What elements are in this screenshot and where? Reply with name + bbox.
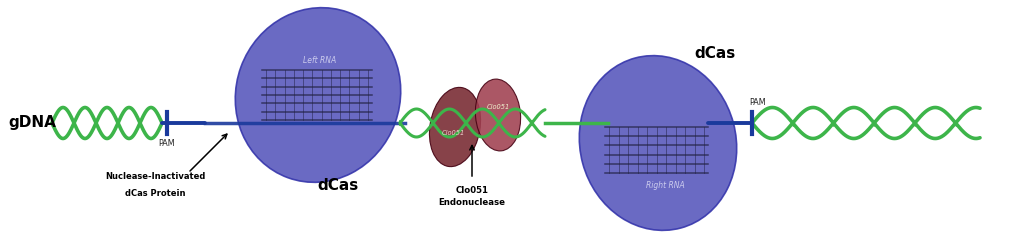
Text: Clo051: Clo051 xyxy=(441,130,465,136)
Text: Clo051: Clo051 xyxy=(456,186,488,195)
Text: dCas Protein: dCas Protein xyxy=(125,189,185,198)
Text: dCas: dCas xyxy=(694,46,735,61)
Text: PAM: PAM xyxy=(159,139,175,148)
Text: PAM: PAM xyxy=(750,98,766,107)
Text: Nuclease-Inactivated: Nuclease-Inactivated xyxy=(104,172,205,181)
Text: Right RNA: Right RNA xyxy=(645,181,684,189)
Text: Clo051: Clo051 xyxy=(486,104,510,110)
Ellipse shape xyxy=(429,87,480,167)
Text: gDNA: gDNA xyxy=(8,115,56,131)
Text: Left RNA: Left RNA xyxy=(303,56,337,64)
Ellipse shape xyxy=(236,8,400,182)
Text: dCas: dCas xyxy=(317,177,358,193)
Text: Endonuclease: Endonuclease xyxy=(438,198,506,207)
Ellipse shape xyxy=(475,79,520,151)
Ellipse shape xyxy=(580,56,736,230)
